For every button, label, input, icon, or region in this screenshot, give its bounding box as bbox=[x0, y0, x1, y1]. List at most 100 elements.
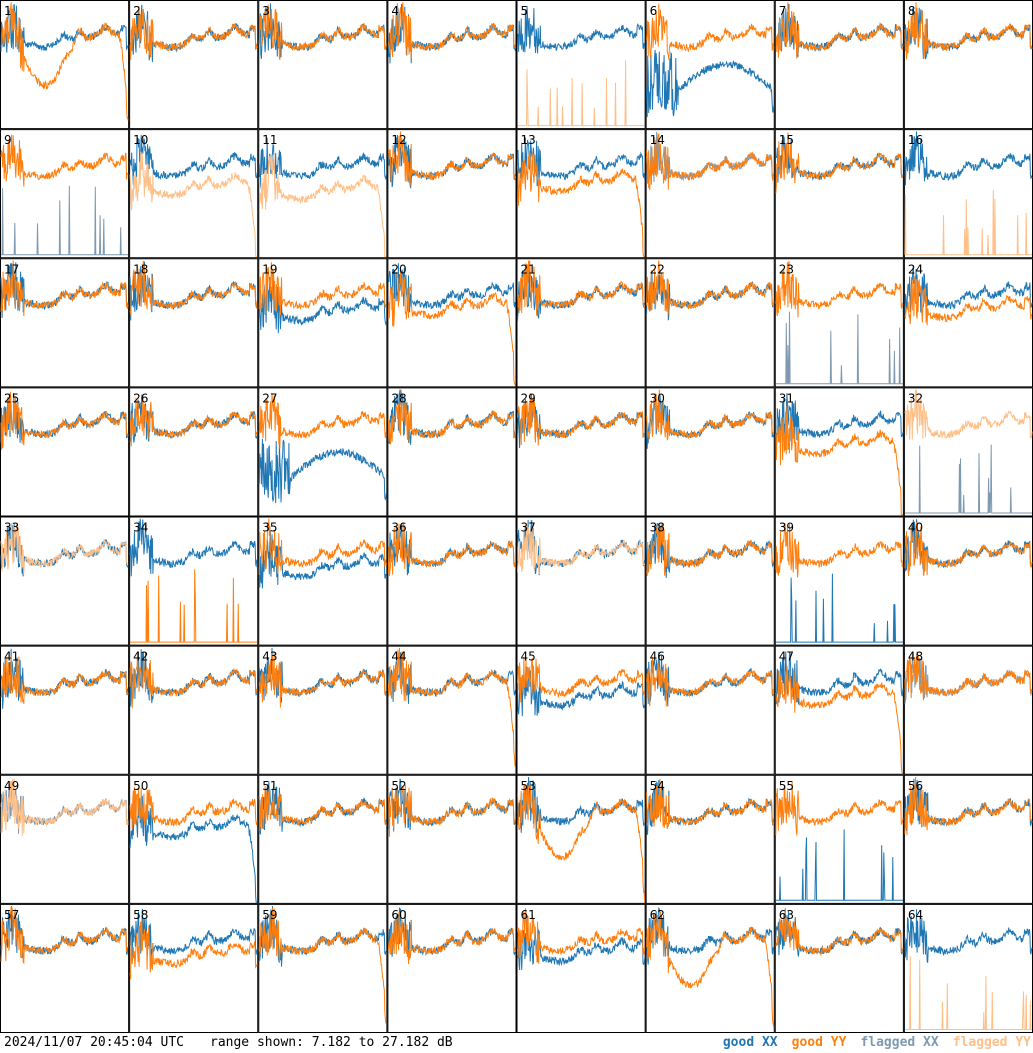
panel-frame bbox=[387, 0, 517, 130]
panel-frame bbox=[903, 516, 1033, 646]
yy-series-line bbox=[517, 260, 646, 316]
yy-series-line bbox=[775, 405, 903, 516]
panel-frame bbox=[0, 258, 130, 388]
panel-frame bbox=[516, 903, 646, 1033]
xx-series-line bbox=[775, 573, 903, 643]
panel-number: 10 bbox=[133, 133, 148, 147]
yy-series-line bbox=[258, 518, 387, 576]
panel-number: 48 bbox=[908, 650, 923, 664]
panel-33: 33 bbox=[0, 516, 130, 646]
yy-series-line bbox=[517, 60, 645, 127]
panel-number: 2 bbox=[133, 4, 141, 18]
panel-number: 14 bbox=[650, 133, 665, 147]
panel-number: 51 bbox=[262, 779, 277, 793]
yy-series-line bbox=[258, 4, 387, 60]
panel-57: 57 bbox=[0, 903, 130, 1033]
panel-number: 39 bbox=[779, 521, 794, 535]
panel-frame bbox=[258, 774, 388, 904]
timestamp: 2024/11/07 20:45:04 UTC bbox=[4, 1035, 185, 1050]
yy-series-line bbox=[646, 778, 775, 830]
legend: good XX good YY flagged XX flagged YY bbox=[709, 1035, 1031, 1051]
panel-28: 28 bbox=[387, 387, 517, 517]
panel-number: 36 bbox=[391, 521, 406, 535]
panel-number: 32 bbox=[908, 391, 923, 405]
panel-frame bbox=[0, 516, 130, 646]
panel-number: 13 bbox=[521, 133, 536, 147]
panel-number: 62 bbox=[650, 908, 665, 922]
xx-series-line bbox=[646, 49, 775, 118]
legend-good-yy: good YY bbox=[791, 1035, 847, 1050]
panel-frame bbox=[774, 387, 904, 517]
panel-21: 21 bbox=[516, 258, 646, 388]
yy-series-line bbox=[387, 2, 516, 60]
xx-series-line bbox=[904, 265, 1033, 314]
panel-number: 38 bbox=[650, 521, 665, 535]
panel-number: 54 bbox=[650, 779, 665, 793]
panel-40: 40 bbox=[903, 516, 1033, 646]
xx-series-line bbox=[0, 262, 129, 319]
panel-frame bbox=[387, 387, 517, 517]
panel-frame bbox=[774, 129, 904, 259]
panel-number: 17 bbox=[4, 262, 19, 276]
panel-number: 8 bbox=[908, 4, 916, 18]
panel-frame bbox=[645, 258, 775, 388]
panel-number: 23 bbox=[779, 262, 794, 276]
yy-series-line bbox=[129, 397, 258, 447]
yy-series-line bbox=[0, 2, 129, 121]
xx-series-line bbox=[904, 131, 1033, 186]
panel-number: 1 bbox=[4, 4, 12, 18]
panel-frame bbox=[903, 903, 1033, 1033]
yy-series-line bbox=[0, 391, 129, 450]
panel-frame bbox=[645, 516, 775, 646]
panel-51: 51 bbox=[258, 774, 388, 904]
panel-frame bbox=[774, 0, 904, 130]
panel-52: 52 bbox=[387, 774, 517, 904]
xx-series-line bbox=[904, 519, 1033, 572]
panel-frame bbox=[129, 0, 259, 130]
panel-frame bbox=[0, 903, 130, 1033]
panel-number: 64 bbox=[908, 908, 923, 922]
yy-series-line bbox=[387, 784, 516, 837]
yy-series-line bbox=[646, 389, 775, 441]
yy-series-line bbox=[775, 907, 904, 957]
xx-series-line bbox=[387, 263, 516, 313]
xx-series-line bbox=[129, 518, 258, 577]
yy-series-line bbox=[646, 3, 775, 60]
panel-16: 16 bbox=[903, 129, 1033, 259]
yy-series-line bbox=[904, 2, 1033, 60]
yy-series-line bbox=[387, 523, 516, 577]
panel-36: 36 bbox=[387, 516, 517, 646]
yy-series-line bbox=[517, 151, 645, 258]
panel-4: 4 bbox=[387, 0, 517, 130]
yy-series-line bbox=[0, 134, 129, 187]
panel-62: 62 bbox=[645, 903, 775, 1033]
yy-series-line bbox=[646, 656, 775, 707]
panel-19: 19 bbox=[258, 258, 388, 388]
yy-series-line bbox=[129, 652, 258, 709]
panel-47: 47 bbox=[774, 645, 904, 775]
panel-number: 31 bbox=[779, 391, 794, 405]
panel-number: 16 bbox=[908, 133, 923, 147]
panel-number: 4 bbox=[391, 4, 399, 18]
yy-series-line bbox=[258, 784, 387, 832]
panel-number: 46 bbox=[650, 650, 665, 664]
panel-number: 19 bbox=[262, 262, 277, 276]
panel-59: 59 bbox=[258, 903, 388, 1033]
panel-number: 50 bbox=[133, 779, 148, 793]
panel-frame bbox=[774, 516, 904, 646]
panel-number: 9 bbox=[4, 133, 12, 147]
panel-number: 7 bbox=[779, 4, 787, 18]
panel-frame bbox=[387, 516, 517, 646]
panel-number: 12 bbox=[391, 133, 406, 147]
panel-frame bbox=[258, 0, 388, 130]
panel-55: 55 bbox=[774, 774, 904, 904]
panel-54: 54 bbox=[645, 774, 775, 904]
panel-number: 18 bbox=[133, 262, 148, 276]
yy-series-line bbox=[646, 260, 775, 315]
yy-series-line bbox=[904, 955, 1032, 1030]
panel-frame bbox=[516, 516, 646, 646]
xx-series-line bbox=[258, 276, 387, 334]
panel-number: 35 bbox=[262, 521, 277, 535]
panel-frame bbox=[774, 258, 904, 388]
panel-10: 10 bbox=[129, 129, 259, 259]
